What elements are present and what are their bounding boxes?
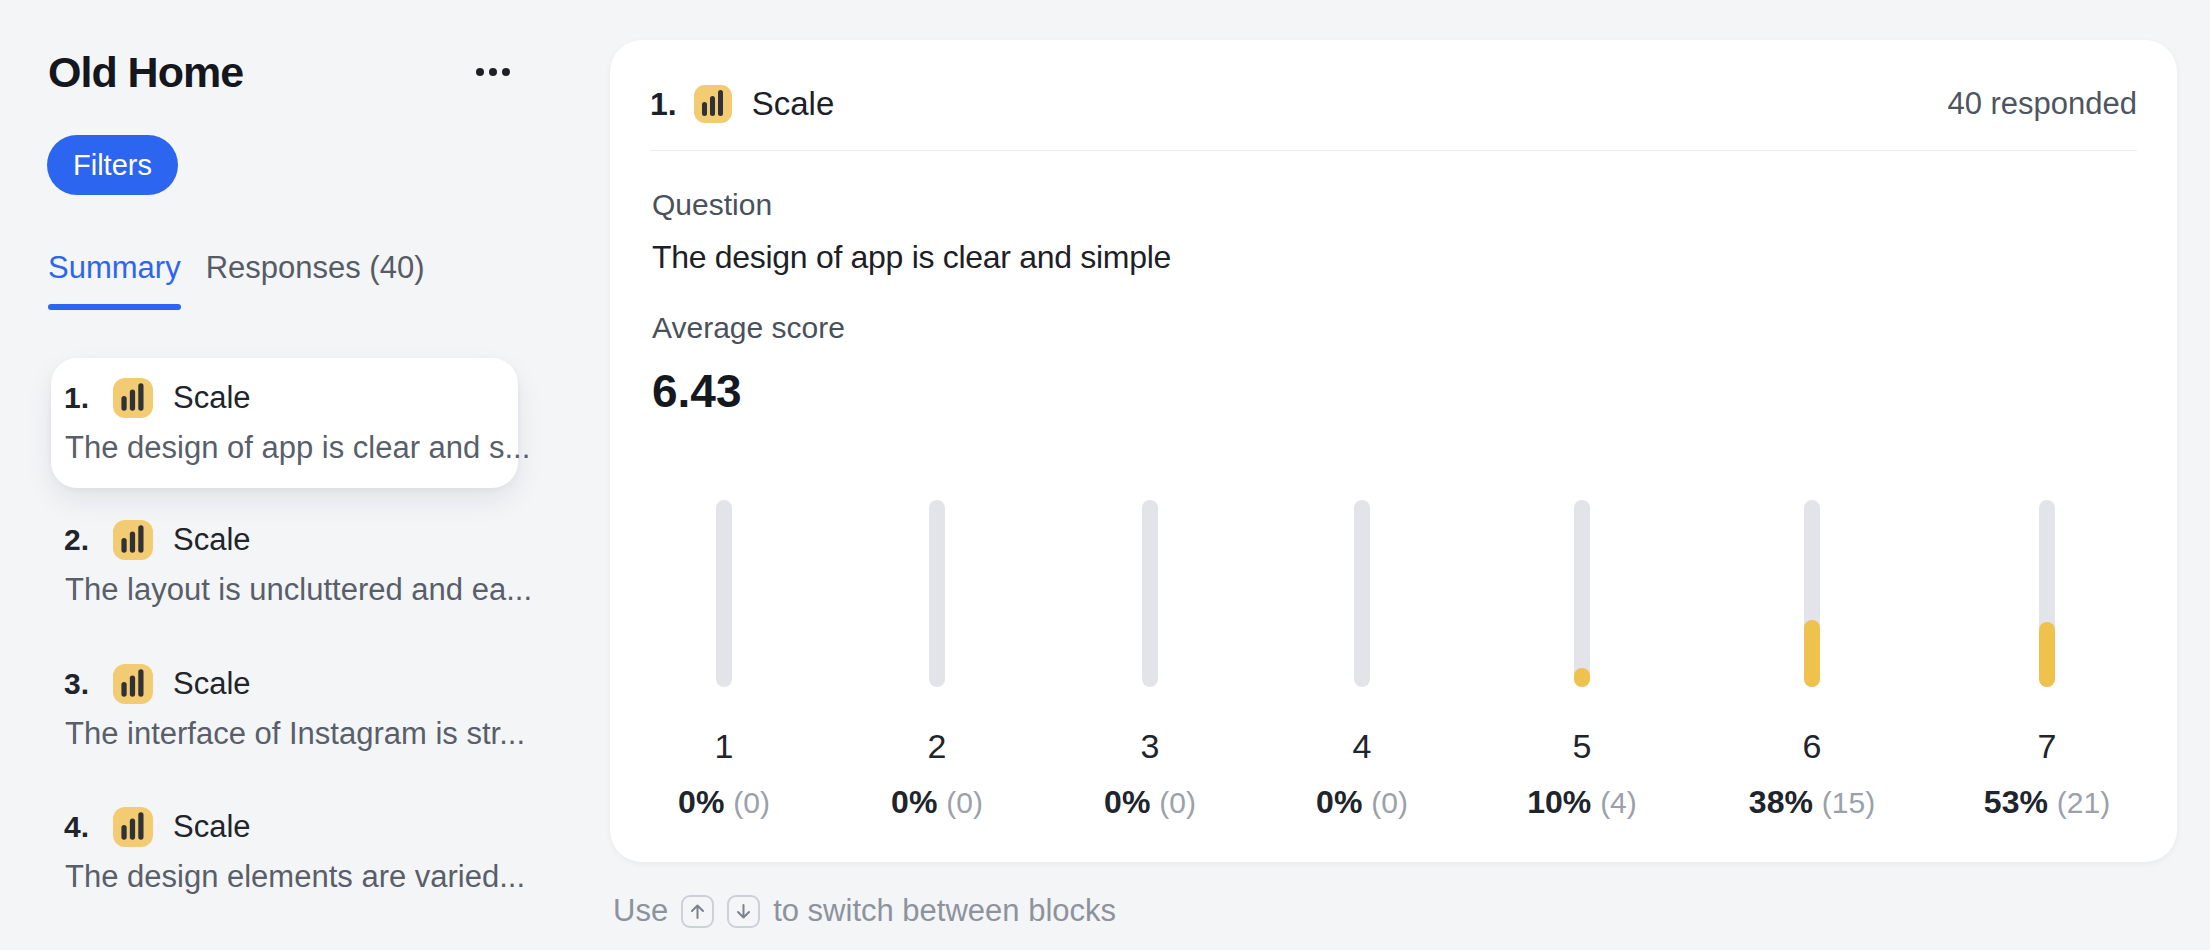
page-title: Old Home — [48, 48, 243, 97]
scale-icon — [113, 520, 153, 560]
scale-bar-chart: 1 0% (0) 2 0% (0) 3 0% (0) 4 0% (0) 5 10… — [610, 500, 2177, 850]
bar-category-label: 7 — [2038, 726, 2057, 766]
bar-track — [1142, 500, 1158, 687]
chart-bar-column: 2 0% (0) — [827, 500, 1047, 823]
block-type-label: Scale — [173, 380, 251, 416]
tabs: Summary Responses (40) — [48, 250, 424, 310]
bar-percent-label: 0% (0) — [1316, 782, 1408, 823]
bar-track — [2039, 500, 2055, 687]
tab-summary[interactable]: Summary — [48, 250, 181, 310]
chart-bar-column: 3 0% (0) — [1040, 500, 1260, 823]
bar-percent-label: 0% (0) — [678, 782, 770, 823]
bar-fill — [2039, 622, 2055, 687]
scale-icon — [113, 664, 153, 704]
keyboard-hint: Use to switch between blocks — [613, 893, 1116, 929]
block-title-row: 3. Scale — [64, 664, 518, 704]
chart-bar-column: 1 0% (0) — [614, 500, 834, 823]
bar-category-label: 6 — [1803, 726, 1822, 766]
scale-icon — [694, 85, 732, 123]
bar-fill — [1804, 620, 1820, 687]
bar-track — [1804, 500, 1820, 687]
chart-bar-column: 5 10% (4) — [1472, 500, 1692, 823]
chart-bar-column: 6 38% (15) — [1702, 500, 1922, 823]
sidebar-block-item[interactable]: 2. Scale The layout is uncluttered and e… — [51, 500, 518, 630]
sidebar-block-item[interactable]: 3. Scale The interface of Instagram is s… — [51, 644, 518, 774]
arrow-up-key-icon — [681, 895, 714, 928]
block-question: The layout is uncluttered and ea... — [65, 572, 518, 608]
bar-percent-label: 0% (0) — [891, 782, 983, 823]
bar-percent-label: 53% (21) — [1984, 782, 2110, 823]
sidebar-block-item[interactable]: 4. Scale The design elements are varied.… — [51, 787, 518, 917]
block-type-label: Scale — [173, 666, 251, 702]
ellipsis-icon — [476, 68, 484, 76]
divider — [650, 150, 2137, 151]
more-menu-button[interactable] — [476, 58, 516, 86]
chart-bar-column: 7 53% (21) — [1937, 500, 2157, 823]
bar-category-label: 5 — [1573, 726, 1592, 766]
tab-responses[interactable]: Responses (40) — [206, 250, 425, 310]
sidebar-block-item[interactable]: 1. Scale The design of app is clear and … — [51, 358, 518, 488]
scale-icon — [113, 807, 153, 847]
tab-summary-label: Summary — [48, 250, 181, 285]
sidebar: Old Home Filters Summary Responses (40) … — [0, 0, 560, 950]
scale-icon — [113, 378, 153, 418]
block-question: The interface of Instagram is str... — [65, 716, 518, 752]
chart-bar-column: 4 0% (0) — [1252, 500, 1472, 823]
block-number: 3. — [64, 667, 113, 701]
arrow-down-key-icon — [727, 895, 760, 928]
block-question: The design elements are varied... — [65, 859, 518, 895]
block-question: The design of app is clear and s... — [65, 430, 518, 466]
question-text: The design of app is clear and simple — [652, 237, 1171, 277]
hint-prefix: Use — [613, 893, 668, 929]
bar-track — [929, 500, 945, 687]
block-number: 4. — [64, 810, 113, 844]
responded-count: 40 responded — [1947, 86, 2137, 122]
average-score-value: 6.43 — [652, 363, 742, 419]
bar-fill — [1574, 668, 1590, 687]
bar-track — [716, 500, 732, 687]
bar-category-label: 2 — [928, 726, 947, 766]
block-type-label: Scale — [173, 522, 251, 558]
active-tab-underline — [48, 304, 181, 310]
block-type-label: Scale — [173, 809, 251, 845]
block-number: 1. — [650, 86, 677, 123]
card-header: 1. Scale 40 responded — [650, 85, 2137, 123]
bar-track — [1354, 500, 1370, 687]
bar-category-label: 1 — [715, 726, 734, 766]
block-title-row: 1. Scale — [64, 378, 518, 418]
bar-category-label: 3 — [1141, 726, 1160, 766]
block-number: 1. — [64, 381, 113, 415]
bar-percent-label: 0% (0) — [1104, 782, 1196, 823]
summary-card: 1. Scale 40 responded Question The desig… — [610, 40, 2177, 862]
bar-track — [1574, 500, 1590, 687]
bar-category-label: 4 — [1353, 726, 1372, 766]
bar-percent-label: 10% (4) — [1527, 782, 1637, 823]
survey-results-page: Old Home Filters Summary Responses (40) … — [0, 0, 2210, 950]
filters-button[interactable]: Filters — [47, 135, 178, 195]
block-title-row: 4. Scale — [64, 807, 518, 847]
hint-suffix: to switch between blocks — [773, 893, 1116, 929]
block-number: 2. — [64, 523, 113, 557]
block-title-row: 2. Scale — [64, 520, 518, 560]
average-score-label: Average score — [652, 310, 845, 346]
block-type-label: Scale — [752, 85, 835, 123]
question-label: Question — [652, 187, 772, 223]
bar-percent-label: 38% (15) — [1749, 782, 1875, 823]
